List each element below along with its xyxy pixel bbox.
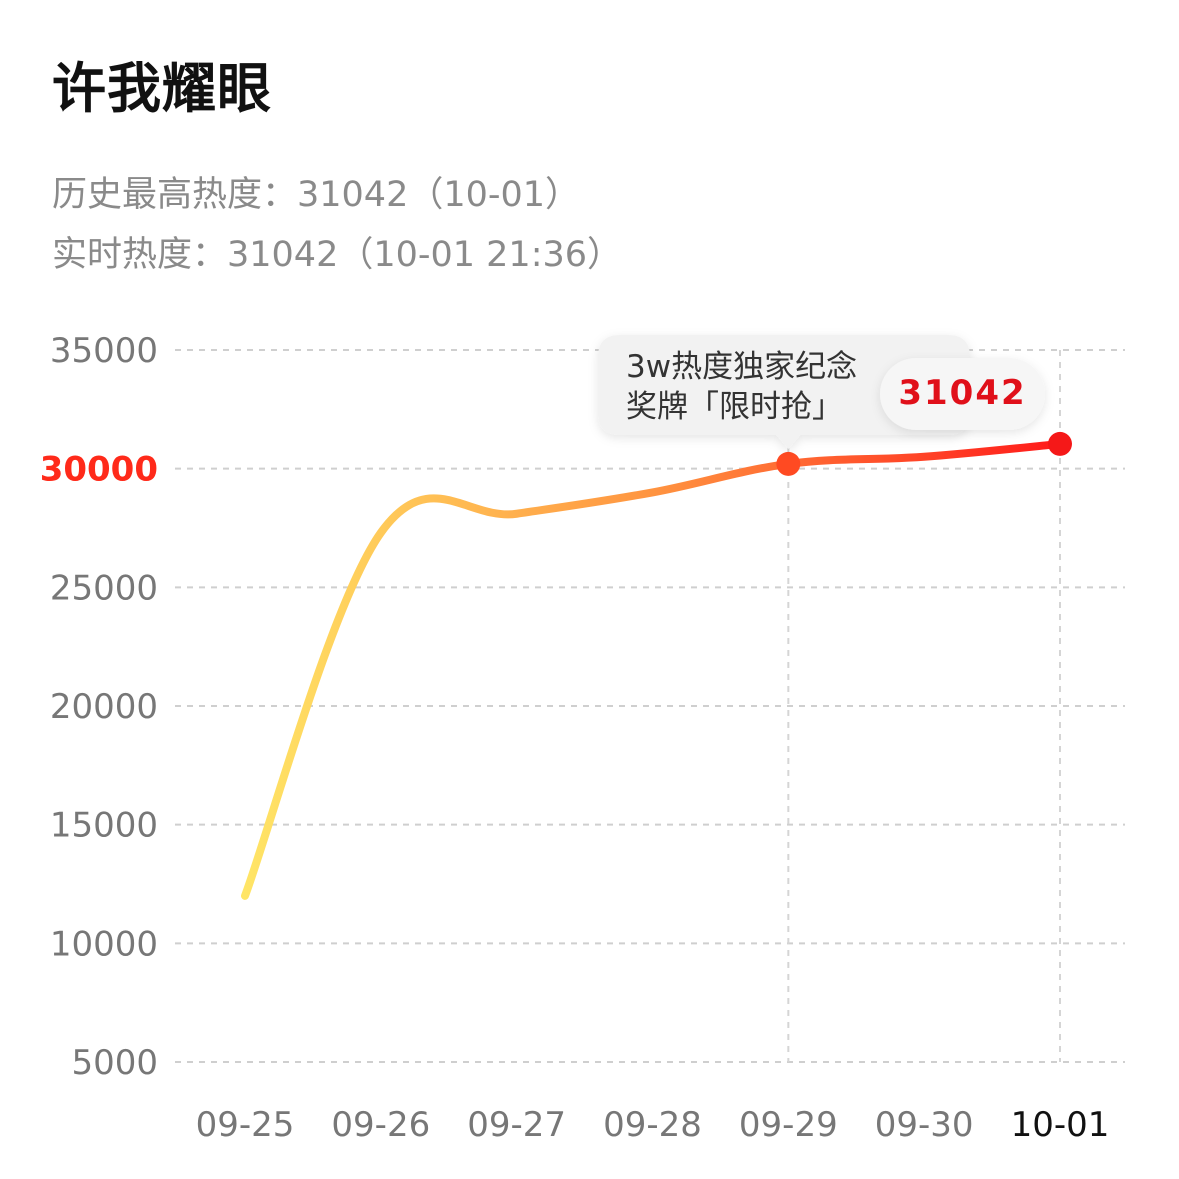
tooltip-bubble	[598, 335, 970, 449]
x-tick-label: 10-01	[1011, 1105, 1110, 1145]
realtime-heat-label: 实时热度：31042（10-01 21:36）	[52, 235, 623, 275]
x-tick-label: 09-25	[196, 1105, 295, 1145]
y-tick-label: 25000	[50, 568, 158, 608]
x-tick-label: 09-28	[603, 1105, 702, 1145]
y-tick-label: 5000	[71, 1043, 158, 1083]
tooltip-line: 3w热度独家纪念	[626, 349, 857, 385]
x-tick-label: 09-30	[875, 1105, 974, 1145]
data-point-marker	[776, 451, 801, 476]
y-tick-label: 10000	[50, 924, 158, 964]
heat-series-line	[241, 439, 1064, 900]
peak-heat-label: 历史最高热度：31042（10-01）	[52, 175, 581, 215]
y-tick-label: 35000	[50, 331, 158, 371]
data-point-marker	[1048, 431, 1072, 456]
y-tick-label: 30000	[40, 450, 158, 490]
page-title: 许我耀眼	[52, 57, 272, 120]
y-tick-label: 15000	[50, 806, 158, 846]
tooltip-value-pill	[880, 358, 1045, 430]
x-tick-label: 09-26	[331, 1105, 430, 1145]
tooltip-line: 奖牌「限时抢」	[626, 389, 843, 425]
y-tick-label: 20000	[50, 687, 158, 727]
tooltip-value: 31042	[898, 373, 1026, 413]
x-tick-label: 09-29	[739, 1105, 838, 1145]
x-tick-label: 09-27	[467, 1105, 566, 1145]
